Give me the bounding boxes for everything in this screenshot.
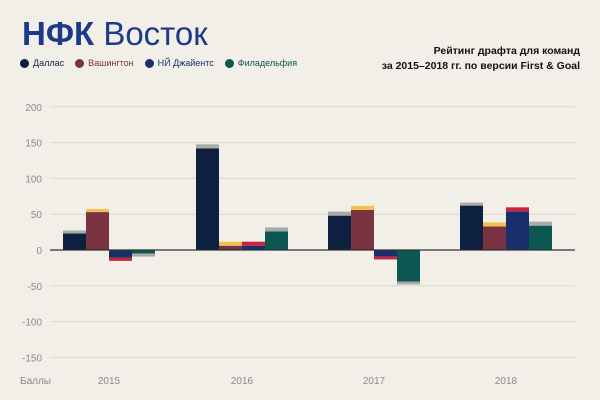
y-tick-label: -100	[22, 318, 42, 329]
x-tick-label: 2018	[495, 376, 518, 387]
bar-cap	[86, 209, 109, 213]
bar	[265, 231, 288, 250]
legend-swatch	[144, 58, 154, 68]
bar-cap	[265, 227, 288, 232]
bar	[132, 250, 155, 254]
y-tick-label: 50	[31, 210, 43, 221]
legend-swatch	[75, 58, 85, 68]
y-tick-label: -50	[28, 282, 43, 293]
chart-title-line1: Рейтинг драфта для команд	[433, 45, 580, 57]
bar	[219, 245, 242, 250]
y-tick-label: 100	[25, 174, 42, 185]
chart-title-line2: за 2015–2018 гг. по версии First & Goal	[381, 60, 580, 72]
bar	[506, 211, 529, 250]
y-tick-label: 0	[36, 246, 42, 257]
legend-item-washington: Вашингтон	[75, 58, 134, 68]
x-tick-label: 2016	[231, 376, 254, 387]
y-axis-label: Баллы	[20, 376, 51, 387]
y-tick-label: -150	[22, 353, 42, 364]
bar	[374, 250, 397, 257]
y-tick-label: 200	[25, 103, 42, 114]
x-tick-label: 2015	[98, 376, 121, 387]
bar-cap	[219, 241, 242, 246]
bar-cap	[328, 211, 351, 216]
bar	[196, 148, 219, 250]
legend-label: Даллас	[33, 58, 65, 68]
brand-logo: НФК Восток	[22, 14, 208, 54]
y-tick-label: 150	[25, 139, 42, 150]
chart-legend: Даллас Вашингтон НЙ Джайентс Филадельфия	[20, 58, 308, 68]
bar-cap	[460, 202, 483, 206]
legend-swatch	[20, 58, 29, 68]
bar-cap	[132, 253, 155, 257]
legend-label: Вашингтон	[88, 58, 134, 68]
legend-label: Филадельфия	[237, 58, 298, 68]
bar-cap	[63, 230, 86, 234]
bar-cap	[506, 207, 529, 212]
legend-item-dallas: Даллас	[20, 58, 64, 68]
bar-cap	[374, 256, 397, 260]
bar	[86, 212, 109, 250]
bar-cap	[529, 221, 552, 226]
bar-cap	[483, 222, 506, 227]
bar-cap	[397, 281, 420, 285]
legend-swatch	[224, 58, 234, 68]
chart-title: Рейтинг драфта для команд за 2015–2018 г…	[382, 44, 580, 74]
brand-part1: НФК	[22, 15, 95, 52]
bar	[529, 225, 552, 250]
bar	[460, 205, 483, 250]
bar	[397, 250, 420, 282]
bar	[63, 233, 86, 250]
bar-cap	[351, 205, 374, 210]
legend-item-giants: НЙ Джайентс	[144, 58, 214, 68]
bar-cap	[242, 241, 265, 246]
brand-part2: Восток	[103, 15, 208, 52]
x-tick-label: 2017	[363, 376, 386, 387]
bar	[109, 250, 132, 258]
legend-label: НЙ Джайентс	[157, 58, 214, 68]
bar	[483, 226, 506, 250]
legend-item-philadelphia: Филадельфия	[224, 58, 298, 68]
bar-cap	[196, 144, 219, 149]
bar	[351, 209, 374, 250]
bar	[328, 215, 351, 250]
bar-cap	[109, 257, 132, 261]
bar	[242, 245, 265, 250]
